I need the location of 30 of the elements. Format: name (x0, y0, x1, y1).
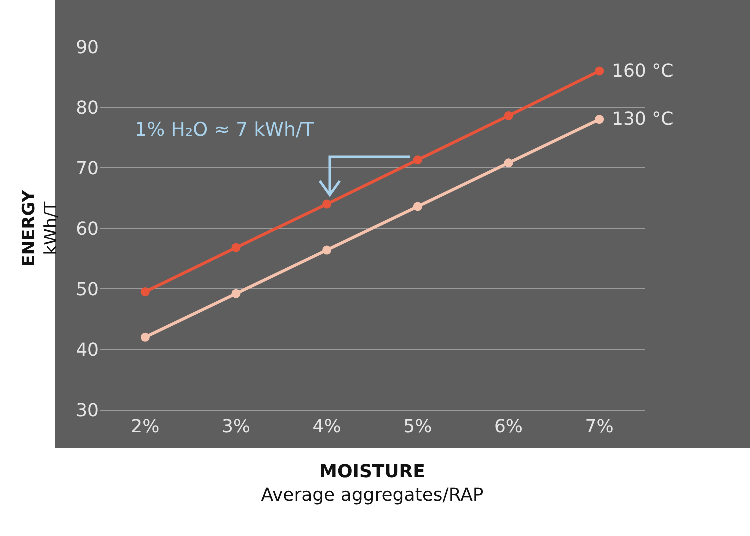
point (322, 246, 332, 255)
y-tick-label: 50 (76, 279, 99, 300)
y-tick-label: 90 (76, 37, 99, 58)
point (504, 158, 514, 168)
point (413, 202, 422, 212)
y-tick-label: 60 (76, 218, 99, 240)
y-tick-label: 70 (76, 158, 99, 180)
point (140, 332, 150, 342)
point (595, 115, 604, 124)
x-axis-title: MOISTURE Average aggregates/RAP (261, 462, 484, 506)
point (322, 200, 332, 209)
x-tick-label: 7% (585, 416, 614, 438)
y-tick-label: 30 (76, 400, 99, 422)
point (504, 111, 514, 120)
x-tick-label: 5% (404, 416, 432, 438)
x-tick-label: 3% (222, 416, 251, 438)
point (413, 156, 422, 165)
point (140, 288, 150, 297)
x-tick-label: 4% (312, 416, 342, 438)
annotation: 1% H₂O ≈ 7 kWh/T (135, 119, 314, 141)
y-axis-title: ENERGY kWh/T (20, 190, 62, 267)
x-tick-label: 6% (494, 416, 524, 438)
x-tick-label: 2% (131, 416, 160, 438)
y-tick-label: 80 (76, 98, 99, 119)
point (232, 289, 241, 298)
series-label: 130 °C (612, 109, 674, 130)
y-tick-label: 40 (76, 340, 99, 361)
point (232, 243, 241, 252)
series-label: 160 °C (612, 61, 674, 82)
point (595, 66, 604, 76)
